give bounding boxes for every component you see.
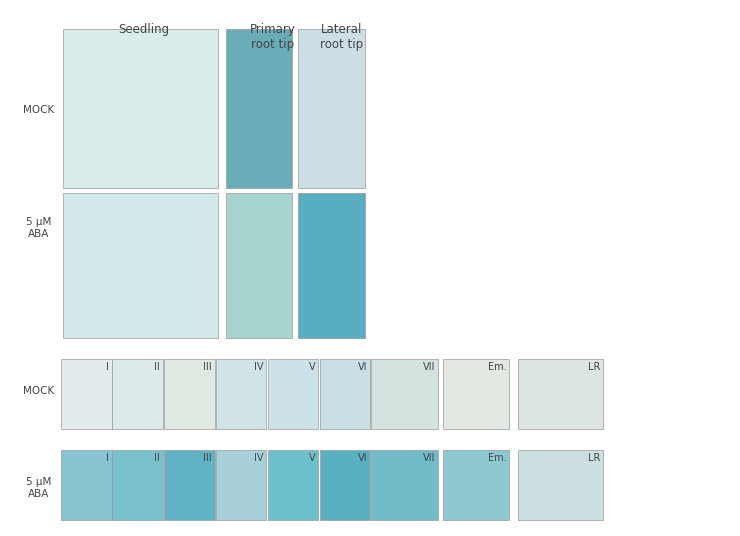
Text: Em.: Em.	[488, 453, 506, 464]
Text: MOCK: MOCK	[23, 386, 54, 396]
Text: 5 μM
ABA: 5 μM ABA	[26, 477, 51, 498]
Text: V: V	[309, 362, 315, 373]
Bar	[216, 359, 266, 429]
Bar	[268, 359, 318, 429]
Text: 5 μM
ABA: 5 μM ABA	[26, 217, 51, 239]
Text: II: II	[154, 362, 160, 373]
Bar	[63, 193, 218, 338]
Bar	[371, 359, 438, 429]
Bar	[268, 450, 318, 520]
Text: Seedling: Seedling	[118, 23, 170, 35]
Bar	[518, 359, 603, 429]
Text: LR: LR	[588, 362, 600, 373]
Text: VI: VI	[357, 362, 367, 373]
Text: IV: IV	[254, 362, 263, 373]
Bar	[320, 359, 370, 429]
Bar	[216, 450, 266, 520]
Text: III: III	[203, 362, 212, 373]
Bar	[61, 359, 112, 429]
Text: III: III	[203, 453, 212, 464]
Bar	[226, 193, 292, 338]
Text: I: I	[106, 362, 109, 373]
Text: I: I	[106, 453, 109, 464]
Bar	[112, 359, 163, 429]
Bar	[443, 359, 509, 429]
Bar	[320, 450, 370, 520]
Bar	[518, 450, 603, 520]
Bar	[164, 359, 215, 429]
Text: VI: VI	[357, 453, 367, 464]
Text: Lateral
root tip: Lateral root tip	[320, 23, 363, 50]
Text: IV: IV	[254, 453, 263, 464]
Text: MOCK: MOCK	[23, 105, 54, 115]
Text: II: II	[154, 453, 160, 464]
Text: Primary
root tip: Primary root tip	[249, 23, 295, 50]
Bar	[298, 193, 365, 338]
Bar	[164, 450, 215, 520]
Bar	[63, 29, 218, 188]
Bar	[371, 450, 438, 520]
Bar	[226, 29, 292, 188]
Bar	[443, 450, 509, 520]
Bar	[298, 29, 365, 188]
Text: V: V	[309, 453, 315, 464]
Text: LR: LR	[588, 453, 600, 464]
Bar	[61, 450, 112, 520]
Text: VII: VII	[423, 362, 435, 373]
Text: VII: VII	[423, 453, 435, 464]
Bar	[112, 450, 163, 520]
Text: Em.: Em.	[488, 362, 506, 373]
